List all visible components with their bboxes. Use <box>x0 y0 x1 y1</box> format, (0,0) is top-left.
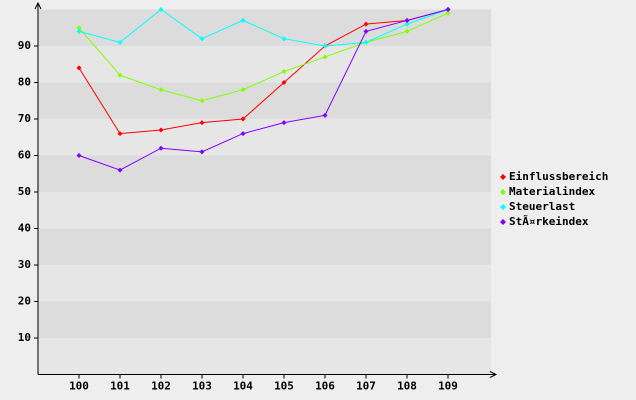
x-tick-label: 103 <box>192 380 212 393</box>
x-tick-label: 108 <box>397 380 417 393</box>
data-point <box>322 43 328 49</box>
x-tick-label: 101 <box>110 380 130 393</box>
x-tick-label: 106 <box>315 380 335 393</box>
legend-marker <box>500 204 506 210</box>
data-point <box>322 112 328 118</box>
x-tick-label: 105 <box>274 380 294 393</box>
legend-label: StÃ¤rkeindex <box>509 215 589 228</box>
series-line <box>78 12 449 102</box>
legend-marker <box>500 174 506 180</box>
grid-band <box>38 338 491 375</box>
grid-band <box>38 155 491 192</box>
data-point <box>76 153 82 158</box>
series-line <box>78 8 449 47</box>
data-point <box>363 39 369 45</box>
data-point <box>76 65 82 71</box>
grid-band <box>38 228 491 265</box>
y-tick-label: 70 <box>18 112 31 125</box>
legend-marker <box>500 219 506 225</box>
data-point <box>281 80 287 85</box>
data-point <box>281 36 287 42</box>
data-point <box>158 145 164 151</box>
y-tick-label: 90 <box>18 39 31 52</box>
x-tick-label: 104 <box>233 380 253 393</box>
grid-band <box>38 82 491 119</box>
grid-band <box>38 119 491 156</box>
data-point <box>240 131 246 137</box>
data-point <box>199 98 205 104</box>
grid-band <box>38 301 491 338</box>
legend-marker <box>500 189 506 195</box>
data-point <box>404 17 410 23</box>
y-tick-label: 50 <box>18 185 31 198</box>
data-point <box>281 120 287 126</box>
data-point <box>322 54 328 60</box>
data-point <box>404 21 410 27</box>
x-tick-label: 100 <box>69 380 89 393</box>
data-point <box>158 87 164 93</box>
data-point <box>76 28 82 34</box>
data-point <box>158 7 164 12</box>
grid-band <box>38 192 491 229</box>
data-point <box>240 116 246 122</box>
y-tick-label: 30 <box>18 258 31 271</box>
data-point <box>445 7 451 12</box>
data-point <box>281 69 287 75</box>
legend-label: Einflussbereich <box>509 170 608 183</box>
y-tick-label: 80 <box>18 76 31 89</box>
x-axis-arrow <box>489 371 498 378</box>
grid-band <box>38 9 491 46</box>
data-point <box>363 21 369 27</box>
x-tick-label: 102 <box>151 380 171 393</box>
data-point <box>199 120 205 126</box>
series-line <box>78 9 449 135</box>
data-point <box>240 17 246 23</box>
data-point <box>240 87 246 93</box>
data-point <box>404 28 410 34</box>
series-line <box>78 9 449 171</box>
data-point <box>117 72 123 78</box>
data-point <box>158 127 164 133</box>
x-tick-label: 109 <box>438 380 458 393</box>
y-tick-label: 10 <box>18 331 31 344</box>
legend-label: Steuerlast <box>509 200 575 213</box>
legend-label: Materialindex <box>509 185 595 198</box>
y-axis-arrow <box>34 1 42 10</box>
data-point <box>199 36 205 42</box>
data-point <box>199 149 205 155</box>
grid-band <box>38 265 491 302</box>
data-point <box>117 167 123 173</box>
y-tick-label: 20 <box>18 295 31 308</box>
data-point <box>445 10 451 16</box>
data-point <box>363 28 369 34</box>
data-point <box>76 25 82 31</box>
y-tick-label: 60 <box>18 149 31 162</box>
data-point <box>117 39 123 45</box>
data-point <box>117 131 123 137</box>
x-tick-label: 107 <box>356 380 376 393</box>
grid-band <box>38 46 491 83</box>
y-tick-label: 40 <box>18 222 31 235</box>
